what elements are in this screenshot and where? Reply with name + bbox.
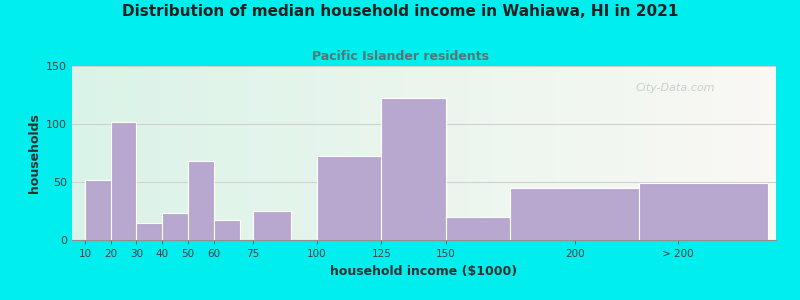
Bar (162, 213, 188, 240)
Y-axis label: households: households (27, 113, 41, 193)
Bar (253, 211, 291, 240)
Text: City-Data.com: City-Data.com (635, 83, 714, 93)
Text: Distribution of median household income in Wahiawa, HI in 2021: Distribution of median household income … (122, 4, 678, 20)
Bar (446, 217, 510, 240)
X-axis label: household income ($1000): household income ($1000) (330, 265, 518, 278)
Bar (188, 161, 214, 240)
Bar (214, 220, 240, 240)
Bar (317, 157, 382, 240)
Text: Pacific Islander residents: Pacific Islander residents (311, 50, 489, 62)
Bar (85, 180, 110, 240)
Bar (639, 183, 768, 240)
Bar (137, 223, 162, 240)
Bar (110, 122, 137, 240)
Bar (382, 98, 446, 240)
Bar (510, 188, 639, 240)
